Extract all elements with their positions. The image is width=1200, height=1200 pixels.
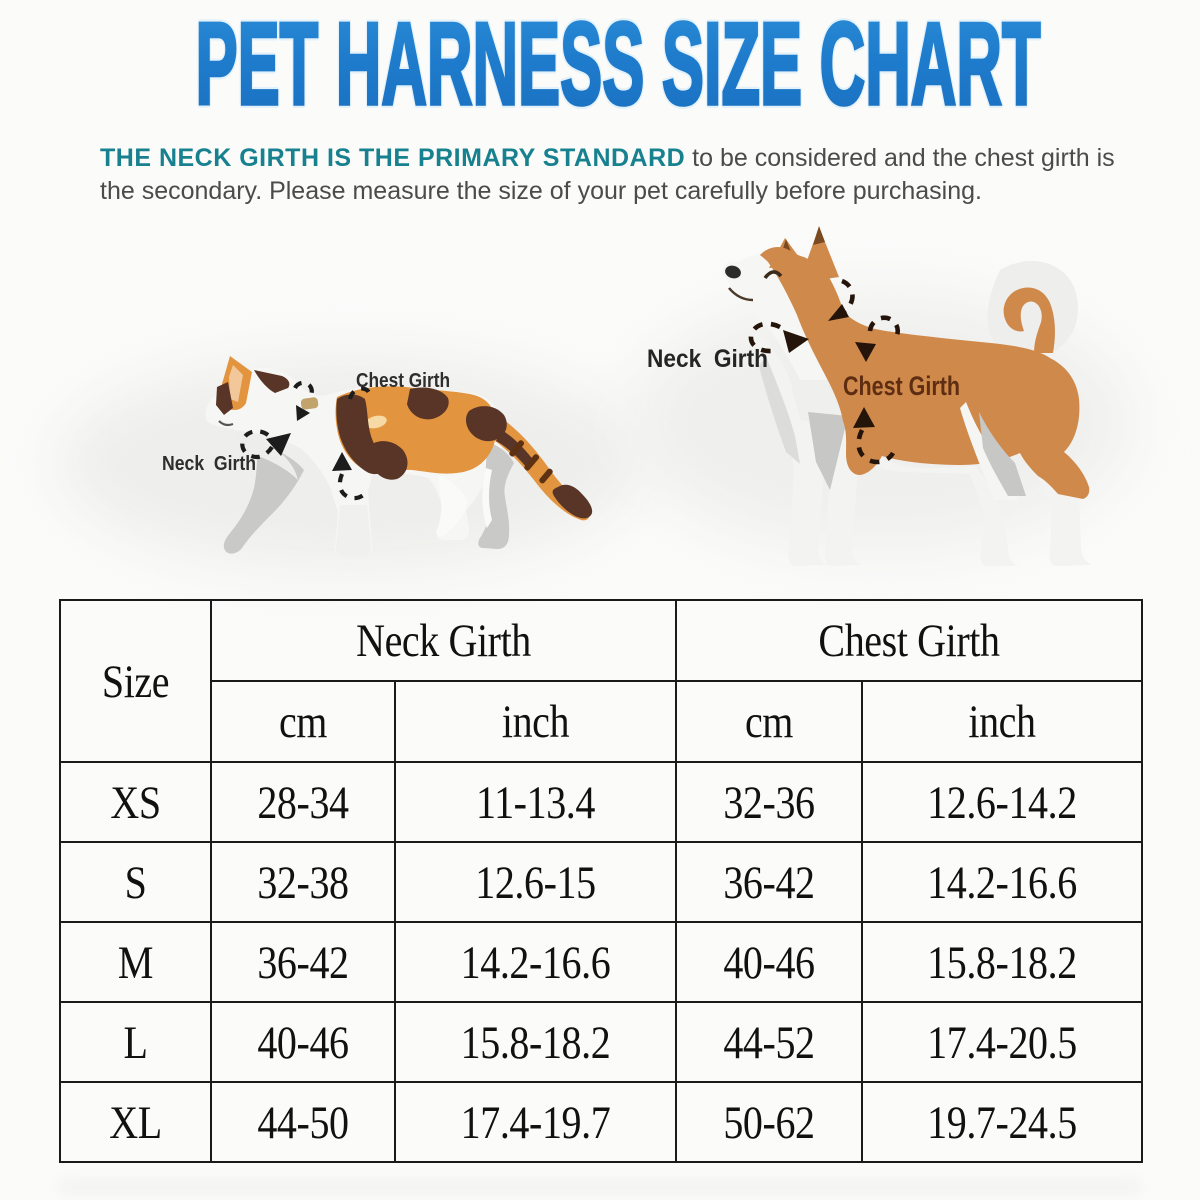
svg-text:Chest Girth: Chest Girth	[843, 371, 960, 401]
svg-text:Neck Girth: Neck Girth	[647, 345, 768, 373]
svg-text:PET HARNESS SIZE CHART: PET HARNESS SIZE CHART	[196, 0, 1041, 129]
svg-text:Neck Girth: Neck Girth	[162, 453, 256, 475]
svg-text:Chest Girth: Chest Girth	[356, 370, 450, 392]
svg-text:PET HARNESS SIZE CHART: PET HARNESS SIZE CHART	[196, 0, 1041, 129]
